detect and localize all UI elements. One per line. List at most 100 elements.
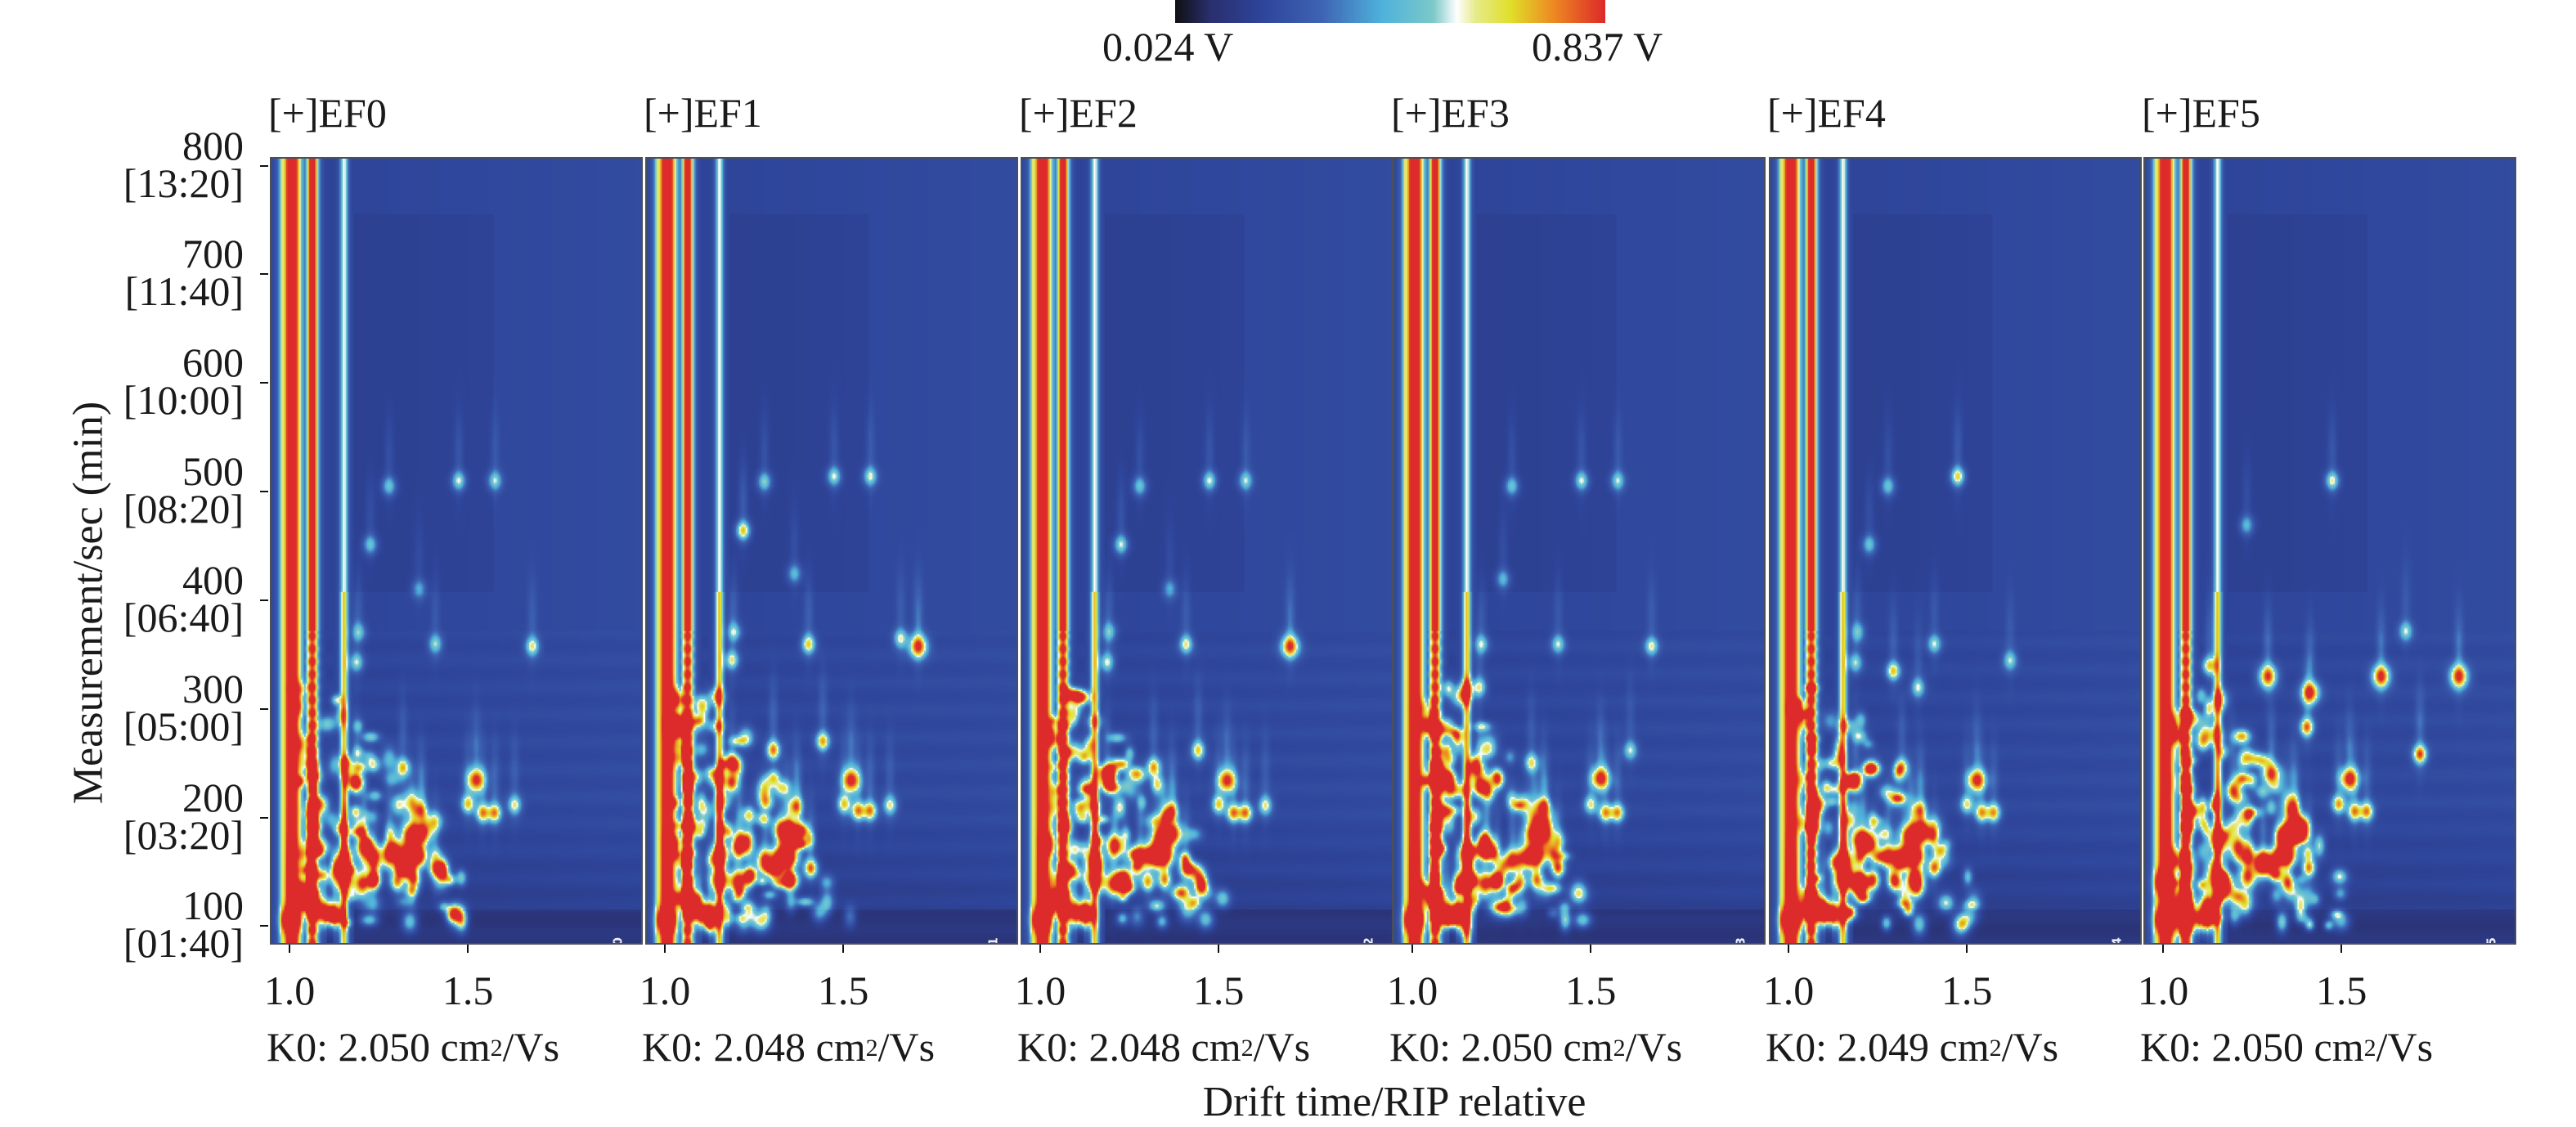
k0-exponent: 2 (865, 1035, 878, 1062)
x-tick-label: 1.0 (1014, 968, 1066, 1013)
panel-tag: [+] EF0 (610, 936, 625, 943)
x-tick-label: 1.5 (2315, 968, 2367, 1013)
y-tick-time: [05:00] (123, 703, 244, 749)
x-tick-mark (1411, 945, 1413, 953)
x-tick-mark (2340, 945, 2343, 953)
y-tick-value: 300 (182, 665, 244, 712)
panel-tag: [+] EF4 (2109, 936, 2124, 943)
heatmap-panel: [+] EF1 (645, 157, 1018, 945)
k0-label: K0: 2.050 cm2/Vs (267, 1022, 559, 1071)
colorbar-max-label: 0.837 V (1532, 24, 1663, 70)
heatmap-canvas (2145, 159, 2515, 943)
panel-tag: [+] EF1 (985, 936, 1000, 943)
x-tick-label: 1.5 (817, 968, 869, 1013)
k0-exponent: 2 (1989, 1035, 2002, 1062)
y-tick-label: 800 [13:20] (123, 122, 244, 206)
k0-value: K0: 2.049 cm (1766, 1024, 1990, 1070)
x-tick-label: 1.5 (442, 968, 494, 1013)
k0-value: K0: 2.050 cm (267, 1024, 491, 1070)
x-tick-mark (1039, 945, 1041, 953)
x-tick-label: 1.0 (1386, 968, 1438, 1013)
panel-title: [+]EF4 (1767, 90, 1886, 136)
y-tick-time: [08:20] (123, 486, 244, 532)
x-tick-label: 1.5 (1941, 968, 1993, 1013)
panel-tag: [+] EF5 (2484, 936, 2498, 943)
k0-label: K0: 2.050 cm2/Vs (2140, 1022, 2433, 1071)
y-tick-mark (260, 273, 268, 276)
k0-exponent: 2 (1613, 1035, 1626, 1062)
k0-value: K0: 2.048 cm (642, 1024, 866, 1070)
y-tick-value: 400 (182, 556, 244, 603)
colorbar (1175, 0, 1605, 23)
k0-label: K0: 2.048 cm2/Vs (642, 1022, 935, 1071)
panel-tag: [+] EF3 (1733, 936, 1748, 943)
heatmap-panel: [+] EF2 (1021, 157, 1393, 945)
x-tick-label: 1.0 (2137, 968, 2189, 1013)
k0-label: K0: 2.048 cm2/Vs (1017, 1022, 1310, 1071)
panel-title: [+]EF3 (1391, 90, 1510, 136)
x-tick-mark (842, 945, 845, 953)
k0-unit: /Vs (1253, 1024, 1311, 1070)
x-tick-mark (1788, 945, 1789, 953)
heatmap-canvas (647, 159, 1016, 943)
heatmap-panel: [+] EF4 (1769, 157, 2142, 945)
y-tick-mark (260, 925, 268, 927)
heatmap-canvas (1022, 159, 1392, 943)
heatmap-canvas (272, 159, 641, 943)
y-tick-mark (260, 707, 268, 710)
k0-value: K0: 2.050 cm (2140, 1024, 2364, 1070)
y-tick-value: 800 (182, 122, 244, 168)
y-tick-value: 100 (182, 882, 244, 929)
x-tick-mark (2162, 945, 2164, 953)
x-tick-label: 1.0 (1762, 968, 1815, 1013)
y-tick-mark (260, 599, 268, 601)
heatmap-panel: [+] EF3 (1393, 157, 1766, 945)
y-tick-value: 200 (182, 774, 244, 820)
x-tick-mark (1966, 945, 1968, 953)
heatmap-canvas (1770, 159, 2140, 943)
y-tick-time: [03:20] (123, 811, 244, 858)
colorbar-min-label: 0.024 V (1102, 24, 1234, 70)
x-tick-label: 1.0 (639, 968, 691, 1013)
k0-exponent: 2 (2363, 1035, 2376, 1062)
x-tick-label: 1.5 (1192, 968, 1245, 1013)
y-tick-label: 300 [05:00] (123, 665, 244, 749)
x-tick-mark (289, 945, 290, 953)
x-tick-mark (1590, 945, 1592, 953)
y-tick-label: 600 [10:00] (123, 339, 244, 424)
k0-value: K0: 2.048 cm (1017, 1024, 1241, 1070)
y-tick-label: 200 [03:20] (123, 774, 244, 858)
k0-unit: /Vs (502, 1024, 560, 1070)
panel-tag: [+] EF2 (1361, 936, 1376, 943)
panel-title: [+]EF1 (644, 90, 762, 136)
y-tick-mark (260, 491, 268, 493)
x-axis-label: Drift time/RIP relative (1202, 1079, 1586, 1125)
y-tick-value: 700 (182, 231, 244, 277)
x-tick-mark (467, 945, 469, 953)
y-tick-mark (260, 382, 268, 384)
y-tick-time: [11:40] (124, 268, 244, 315)
y-tick-time: [01:40] (123, 920, 244, 967)
k0-label: K0: 2.050 cm2/Vs (1389, 1022, 1682, 1071)
y-axis-label: Measurement/sec (min) (65, 401, 112, 805)
y-tick-time: [10:00] (123, 377, 244, 424)
panel-title: [+]EF5 (2142, 90, 2260, 136)
k0-unit: /Vs (877, 1024, 936, 1070)
k0-value: K0: 2.050 cm (1389, 1024, 1613, 1070)
y-tick-label: 500 [08:20] (123, 448, 244, 532)
y-tick-value: 600 (182, 339, 244, 386)
y-tick-time: [13:20] (123, 159, 244, 206)
x-tick-mark (1218, 945, 1220, 953)
x-tick-label: 1.0 (263, 968, 316, 1013)
x-tick-label: 1.5 (1564, 968, 1617, 1013)
k0-unit: /Vs (1625, 1024, 1683, 1070)
x-tick-mark (664, 945, 666, 953)
y-tick-label: 400 [06:40] (123, 556, 244, 638)
heatmap-canvas (1394, 159, 1764, 943)
y-tick-mark (260, 164, 268, 167)
y-tick-mark (260, 816, 268, 819)
y-tick-label: 700 [11:40] (124, 231, 244, 315)
k0-unit: /Vs (2001, 1024, 2059, 1070)
panel-title: [+]EF0 (268, 90, 387, 136)
y-tick-value: 500 (182, 448, 244, 495)
